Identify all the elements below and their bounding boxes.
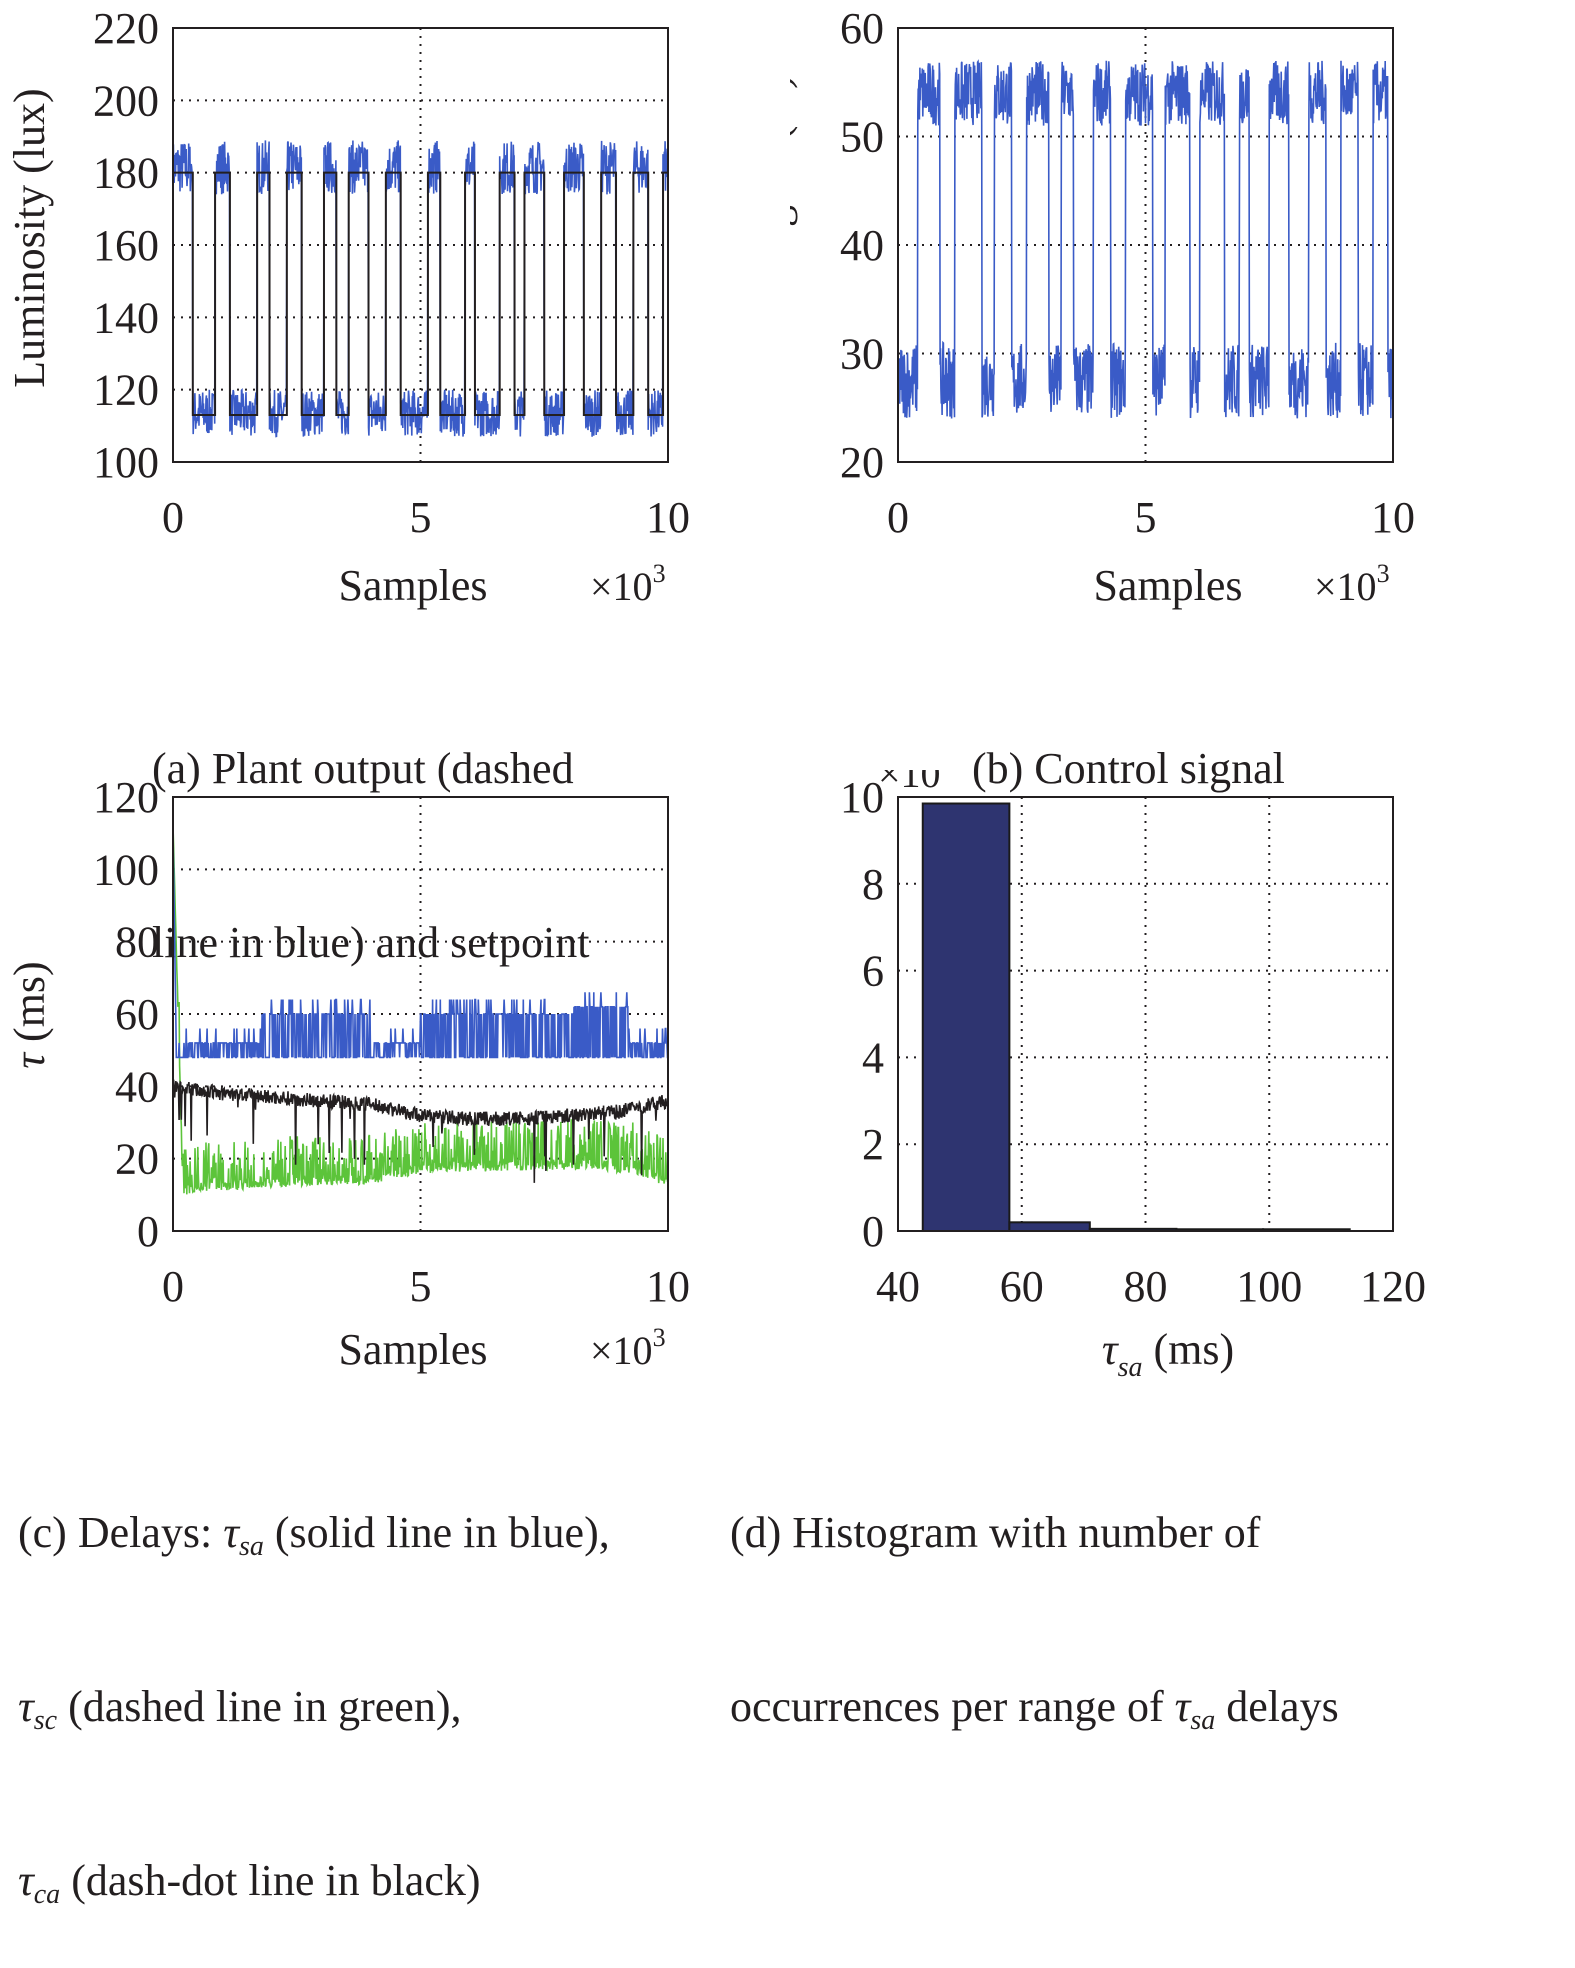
a-xtick-label: 10 xyxy=(646,493,690,542)
tau-sc-line xyxy=(172,825,669,1195)
plant-output-line xyxy=(172,140,669,438)
a-xtick-label: 0 xyxy=(162,493,184,542)
chart-d-xlabel: τsa (ms) xyxy=(1102,1325,1234,1383)
b-ytick-label: 20 xyxy=(840,438,884,487)
a-ytick-label: 160 xyxy=(93,221,159,270)
d-ytick-label: 10 xyxy=(840,773,884,822)
chart-b-frame xyxy=(897,27,1394,463)
d-xtick-label: 60 xyxy=(1000,1262,1044,1311)
caption-a: (a) Plant output (dashed line in blue) a… xyxy=(152,624,589,1030)
d-xtick-label: 120 xyxy=(1360,1262,1426,1311)
chart-d-grid xyxy=(898,797,1393,1231)
chart-b-ylabel: Control signal (%) xyxy=(790,74,798,402)
setpoint-line xyxy=(173,171,668,416)
c-xtick-label: 10 xyxy=(646,1262,690,1311)
b-ytick-label: 40 xyxy=(840,221,884,270)
tau-sa-line xyxy=(172,833,669,1059)
chart-c-xlabel: Samples xyxy=(338,1325,487,1374)
c-ytick-label: 80 xyxy=(115,918,159,967)
chart-d-x-ticks: 40 60 80 100 120 xyxy=(876,1262,1426,1311)
chart-d-bars xyxy=(921,802,1351,1233)
b-xtick-label: 10 xyxy=(1371,493,1415,542)
d-ytick-label: 6 xyxy=(862,947,884,996)
chart-c-y-ticks: 0 20 40 60 80 100 120 xyxy=(93,773,159,1256)
control-signal-line xyxy=(897,59,1394,419)
chart-d-frame xyxy=(897,796,1394,1232)
b-ytick-label: 30 xyxy=(840,330,884,379)
d-ytick-label: 4 xyxy=(862,1033,884,1082)
chart-a-xlabel: Samples xyxy=(338,561,487,610)
chart-b-series xyxy=(897,59,1394,419)
caption-b: (b) Control signal xyxy=(972,624,1285,856)
histogram-bar-0 xyxy=(921,802,1011,1232)
caption-c-line2: τsc (dashed line in green), xyxy=(18,1682,462,1736)
caption-c: (c) Delays: τsa (solid line in blue), τs… xyxy=(18,1388,610,1968)
caption-a-line2: line in blue) and setpoint xyxy=(152,918,590,967)
a-xtick-label: 5 xyxy=(410,493,432,542)
tau-ca-line xyxy=(172,1079,669,1183)
d-xtick-label: 40 xyxy=(876,1262,920,1311)
chart-a: 100 120 140 160 180 200 220 0 5 10 Luminosity (l… xyxy=(5,4,690,610)
chart-c-frame xyxy=(172,796,669,1232)
chart-a-grid xyxy=(173,28,668,462)
chart-a-series xyxy=(172,140,669,438)
b-xtick-label: 5 xyxy=(1135,493,1157,542)
c-ytick-label: 60 xyxy=(115,990,159,1039)
c-xtick-label: 0 xyxy=(162,1262,184,1311)
chart-c-x-multiplier: ×103 xyxy=(590,1323,666,1373)
c-ytick-label: 40 xyxy=(115,1062,159,1111)
chart-a-ylabel: Luminosity (lux) xyxy=(5,88,54,387)
caption-d: (d) Histogram with number of occurrences… xyxy=(730,1388,1339,1794)
chart-c-x-ticks: 0 5 10 xyxy=(162,1262,690,1311)
chart-d-y-multiplier: ×103 xyxy=(878,770,954,796)
chart-a-x-ticks: 0 5 10 xyxy=(162,493,690,542)
caption-a-line1: (a) Plant output (dashed xyxy=(152,744,574,793)
c-ytick-label: 20 xyxy=(115,1135,159,1184)
chart-b-x-ticks: 0 5 10 xyxy=(887,493,1415,542)
c-ytick-label: 0 xyxy=(137,1207,159,1256)
c-ytick-label: 120 xyxy=(93,773,159,822)
d-xtick-label: 80 xyxy=(1124,1262,1168,1311)
caption-c-line3: τca (dash-dot line in black) xyxy=(18,1856,481,1910)
chart-b-x-multiplier: ×103 xyxy=(1314,559,1390,609)
a-ytick-label: 120 xyxy=(93,366,159,415)
c-ytick-label: 100 xyxy=(93,845,159,894)
caption-d-line2: occurrences per range of τsa delays xyxy=(730,1682,1339,1736)
chart-d-y-ticks: 0 2 4 6 8 10 xyxy=(840,773,884,1256)
caption-c-line1: (c) Delays: τsa (solid line in blue), xyxy=(18,1508,610,1562)
caption-b-line1: (b) Control signal xyxy=(972,744,1285,793)
a-ytick-label: 200 xyxy=(93,76,159,125)
d-ytick-label: 8 xyxy=(862,860,884,909)
chart-b-xlabel: Samples xyxy=(1093,561,1242,610)
a-ytick-label: 180 xyxy=(93,149,159,198)
b-xtick-label: 0 xyxy=(887,493,909,542)
chart-a-y-ticks: 100 120 140 160 180 200 220 xyxy=(93,4,159,487)
c-xtick-label: 5 xyxy=(410,1262,432,1311)
chart-c-series xyxy=(172,825,669,1195)
b-ytick-label: 60 xyxy=(840,4,884,53)
a-ytick-label: 220 xyxy=(93,4,159,53)
a-ytick-label: 140 xyxy=(93,293,159,342)
chart-b: 20 30 40 50 60 0 5 10 Control signal (%) Sampl… xyxy=(790,4,1415,610)
a-ytick-label: 100 xyxy=(93,438,159,487)
chart-d: 0 2 4 6 8 10 40 60 80 100 120 Number of occurrenc… xyxy=(790,770,1426,1383)
chart-c-ylabel: τ (ms) xyxy=(5,961,54,1068)
d-xtick-label: 100 xyxy=(1236,1262,1302,1311)
histogram-bar-1 xyxy=(1008,1221,1091,1233)
d-ytick-label: 0 xyxy=(862,1207,884,1256)
chart-d-ylabel: Number of occurrences xyxy=(790,796,798,1209)
chart-a-frame xyxy=(172,27,669,463)
b-ytick-label: 50 xyxy=(840,113,884,162)
chart-a-x-multiplier: ×103 xyxy=(590,559,666,609)
chart-b-y-ticks: 20 30 40 50 60 xyxy=(840,4,884,487)
chart-c: 0 20 40 60 80 100 120 0 5 10 τ (ms) Samples ×103 xyxy=(5,773,690,1374)
d-ytick-label: 2 xyxy=(862,1120,884,1169)
caption-d-line1: (d) Histogram with number of xyxy=(730,1508,1261,1557)
